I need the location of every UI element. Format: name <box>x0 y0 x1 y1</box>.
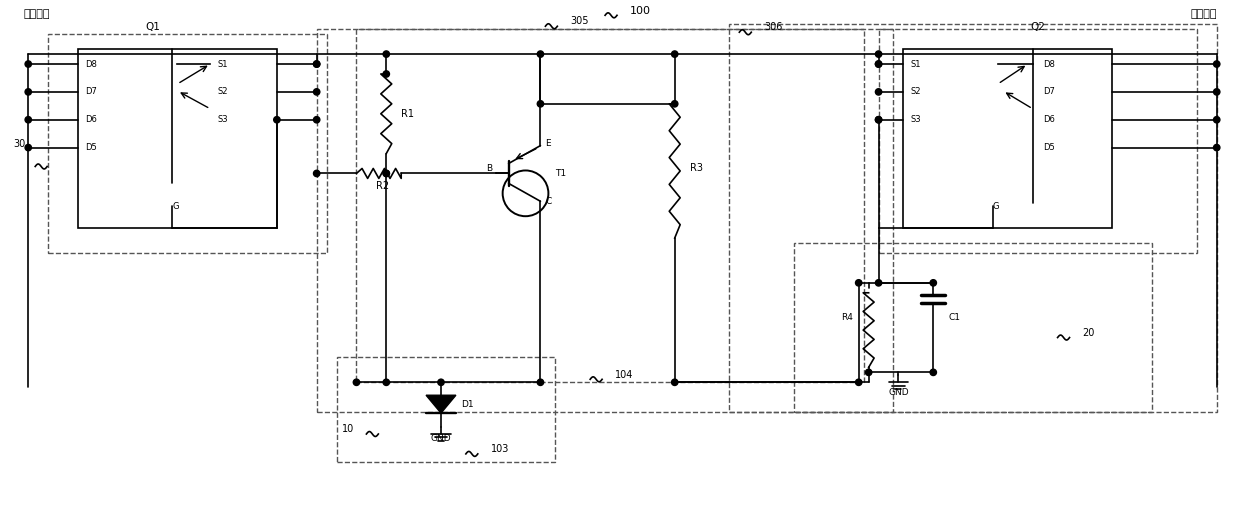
Circle shape <box>856 379 862 386</box>
Text: S2: S2 <box>217 87 228 97</box>
Circle shape <box>274 116 280 123</box>
Text: D7: D7 <box>1043 87 1054 97</box>
Text: 输出电压: 输出电压 <box>1190 9 1216 19</box>
Bar <box>316 29 894 412</box>
Text: C: C <box>546 197 552 206</box>
Text: D5: D5 <box>86 143 97 152</box>
Circle shape <box>353 379 360 386</box>
Text: D6: D6 <box>86 115 97 124</box>
Text: Q1: Q1 <box>145 22 160 32</box>
Bar <box>336 358 556 462</box>
Text: B: B <box>486 164 492 173</box>
Circle shape <box>25 116 31 123</box>
Circle shape <box>875 116 882 123</box>
Text: C1: C1 <box>949 313 960 322</box>
Circle shape <box>383 170 389 177</box>
Circle shape <box>875 89 882 95</box>
Circle shape <box>672 101 678 107</box>
Text: 30: 30 <box>14 139 26 149</box>
Circle shape <box>25 144 31 151</box>
Text: S3: S3 <box>910 115 921 124</box>
Text: 100: 100 <box>630 6 651 16</box>
Circle shape <box>314 61 320 67</box>
Text: 10: 10 <box>341 424 353 434</box>
Circle shape <box>537 51 543 57</box>
Circle shape <box>314 61 320 67</box>
Text: D6: D6 <box>1043 115 1054 124</box>
Text: G: G <box>993 202 999 211</box>
Text: R2: R2 <box>376 181 389 192</box>
Circle shape <box>930 369 936 375</box>
Circle shape <box>1214 89 1220 95</box>
Circle shape <box>383 51 389 57</box>
Text: 305: 305 <box>570 16 589 26</box>
Circle shape <box>1214 116 1220 123</box>
Bar <box>729 24 1216 412</box>
Text: E: E <box>546 139 551 148</box>
Bar <box>879 29 1197 253</box>
Text: 103: 103 <box>491 444 510 454</box>
Text: S2: S2 <box>910 87 921 97</box>
Circle shape <box>537 101 543 107</box>
Polygon shape <box>427 395 456 413</box>
Circle shape <box>314 89 320 95</box>
Circle shape <box>314 116 320 123</box>
Circle shape <box>438 379 444 386</box>
Text: D5: D5 <box>1043 143 1054 152</box>
Circle shape <box>383 170 389 177</box>
Circle shape <box>866 369 872 375</box>
Text: GND: GND <box>888 388 909 397</box>
Circle shape <box>1214 61 1220 67</box>
Text: G: G <box>172 202 179 211</box>
Text: D8: D8 <box>86 59 97 69</box>
Text: 20: 20 <box>1083 328 1095 338</box>
Text: R1: R1 <box>402 109 414 119</box>
Circle shape <box>672 379 678 386</box>
Text: D7: D7 <box>86 87 97 97</box>
Circle shape <box>314 170 320 177</box>
Circle shape <box>875 61 882 67</box>
Bar <box>48 34 326 253</box>
Circle shape <box>672 51 678 57</box>
Circle shape <box>383 379 389 386</box>
Circle shape <box>25 61 31 67</box>
Text: 输入电压: 输入电压 <box>24 9 50 19</box>
Bar <box>904 49 1112 228</box>
Text: Q2: Q2 <box>1030 22 1045 32</box>
Text: S1: S1 <box>910 59 921 69</box>
Circle shape <box>875 61 882 67</box>
Text: R3: R3 <box>689 164 703 173</box>
Text: S3: S3 <box>217 115 228 124</box>
Text: GND: GND <box>430 434 451 443</box>
Text: R4: R4 <box>841 313 853 322</box>
Text: T1: T1 <box>556 169 567 178</box>
Text: S1: S1 <box>217 59 228 69</box>
Circle shape <box>875 280 882 286</box>
Bar <box>78 49 277 228</box>
Text: D1: D1 <box>461 400 474 408</box>
Circle shape <box>930 280 936 286</box>
Text: 104: 104 <box>615 370 634 380</box>
Circle shape <box>875 51 882 57</box>
Bar <box>356 29 864 383</box>
Circle shape <box>537 379 543 386</box>
Circle shape <box>875 116 882 123</box>
Text: 306: 306 <box>764 22 782 32</box>
Text: D8: D8 <box>1043 59 1054 69</box>
Circle shape <box>856 280 862 286</box>
Circle shape <box>25 89 31 95</box>
Circle shape <box>383 71 389 77</box>
Bar <box>794 243 1152 412</box>
Circle shape <box>1214 144 1220 151</box>
